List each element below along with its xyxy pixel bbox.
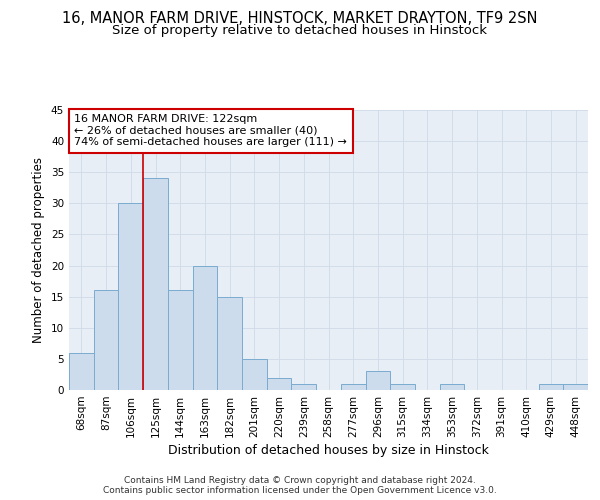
Bar — [69, 352, 94, 390]
Bar — [193, 266, 217, 390]
Bar — [539, 384, 563, 390]
Bar — [341, 384, 365, 390]
Bar — [143, 178, 168, 390]
Y-axis label: Number of detached properties: Number of detached properties — [32, 157, 46, 343]
Bar — [242, 359, 267, 390]
Bar — [365, 372, 390, 390]
Bar — [217, 296, 242, 390]
Bar — [390, 384, 415, 390]
Bar — [440, 384, 464, 390]
Bar — [94, 290, 118, 390]
Bar — [267, 378, 292, 390]
Bar — [292, 384, 316, 390]
Text: Contains HM Land Registry data © Crown copyright and database right 2024.
Contai: Contains HM Land Registry data © Crown c… — [103, 476, 497, 495]
X-axis label: Distribution of detached houses by size in Hinstock: Distribution of detached houses by size … — [168, 444, 489, 457]
Text: 16 MANOR FARM DRIVE: 122sqm
← 26% of detached houses are smaller (40)
74% of sem: 16 MANOR FARM DRIVE: 122sqm ← 26% of det… — [74, 114, 347, 148]
Text: 16, MANOR FARM DRIVE, HINSTOCK, MARKET DRAYTON, TF9 2SN: 16, MANOR FARM DRIVE, HINSTOCK, MARKET D… — [62, 11, 538, 26]
Bar — [563, 384, 588, 390]
Text: Size of property relative to detached houses in Hinstock: Size of property relative to detached ho… — [113, 24, 487, 37]
Bar — [168, 290, 193, 390]
Bar — [118, 204, 143, 390]
